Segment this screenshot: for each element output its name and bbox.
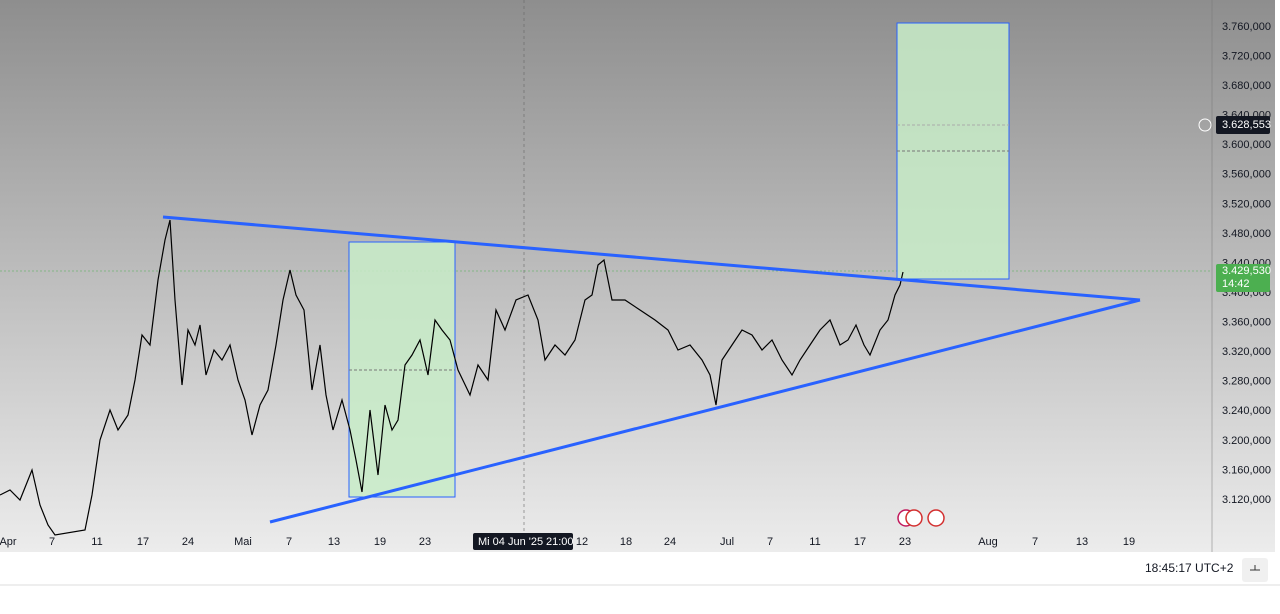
trendline-lower (269, 298, 1141, 524)
time-tick-label: 18 (620, 536, 632, 548)
price-tick-label: 3.240,000 (1222, 405, 1271, 417)
price-tick-label: 3.120,000 (1222, 494, 1271, 506)
crosshair-price: 3.628,553 (1222, 119, 1271, 131)
time-axis: Apr 7 11 17 24 Mai 7 13 19 23 12 18 24 Jul 7 11 17 23 Aug 7… (0, 536, 1135, 548)
price-line (0, 219, 904, 536)
event-icon[interactable] (927, 509, 945, 527)
price-tick-label: 3.480,000 (1222, 228, 1271, 240)
crosshair-time: 21:00 (546, 536, 574, 548)
price-tick-label: 3.680,000 (1222, 80, 1271, 92)
price-tick-label: 3.560,000 (1222, 169, 1271, 181)
time-tick-label: 23 (899, 536, 911, 548)
price-tick-label: 3.360,000 (1222, 317, 1271, 329)
crosshair-price-tag (1216, 116, 1270, 134)
price-axis: 3.760,0003.720,0003.680,0003.640,0003.60… (1222, 21, 1271, 506)
event-icon[interactable] (905, 509, 923, 527)
price-tick-label: 3.160,000 (1222, 464, 1271, 476)
price-tick-label: 3.520,000 (1222, 198, 1271, 210)
time-tick-label: 13 (328, 536, 340, 548)
price-tick-label: 3.280,000 (1222, 376, 1271, 388)
time-tick-label: 7 (1032, 536, 1038, 548)
crosshair-date: Mi 04 Jun '25 (478, 536, 543, 548)
time-tick-label: 7 (767, 536, 773, 548)
trendline-upper (162, 215, 1141, 302)
chart-background (0, 0, 1275, 552)
last-price-tag (1216, 264, 1270, 292)
price-tick-label: 3.760,000 (1222, 21, 1271, 33)
clock: 18:45:17 UTC+2 (1145, 561, 1234, 575)
time-tick-label: 24 (664, 536, 676, 548)
last-price: 3.429,530 (1222, 265, 1271, 277)
time-tick-label: 19 (1123, 536, 1135, 548)
time-tick-label: 11 (809, 536, 820, 548)
time-tick-label: Apr (0, 536, 17, 548)
fullscreen-icon (1250, 565, 1260, 571)
status-bar (0, 552, 1275, 585)
price-tick-label: 3.200,000 (1222, 435, 1271, 447)
time-tick-label: 23 (419, 536, 431, 548)
time-tick-label: 19 (374, 536, 386, 548)
time-tick-label: Aug (978, 536, 998, 548)
time-tick-label: 17 (137, 536, 149, 548)
time-tick-label: 13 (1076, 536, 1088, 548)
time-tick-label: 24 (182, 536, 194, 548)
time-tick-label: 7 (49, 536, 55, 548)
price-tick-label: 3.320,000 (1222, 346, 1271, 358)
time-tick-label: 12 (576, 536, 588, 548)
time-tick-label: Jul (720, 536, 734, 548)
time-tick-label: 11 (91, 536, 102, 548)
time-tick-label: 17 (854, 536, 866, 548)
price-tick-label: 3.720,000 (1222, 50, 1271, 62)
crosshair-time-tag (473, 533, 573, 550)
add-alert-button[interactable] (1198, 118, 1212, 132)
countdown: 14:42 (1222, 278, 1250, 290)
price-tick-label: 3.600,000 (1222, 139, 1271, 151)
time-tick-label: Mai (234, 536, 252, 548)
time-tick-label: 7 (286, 536, 292, 548)
